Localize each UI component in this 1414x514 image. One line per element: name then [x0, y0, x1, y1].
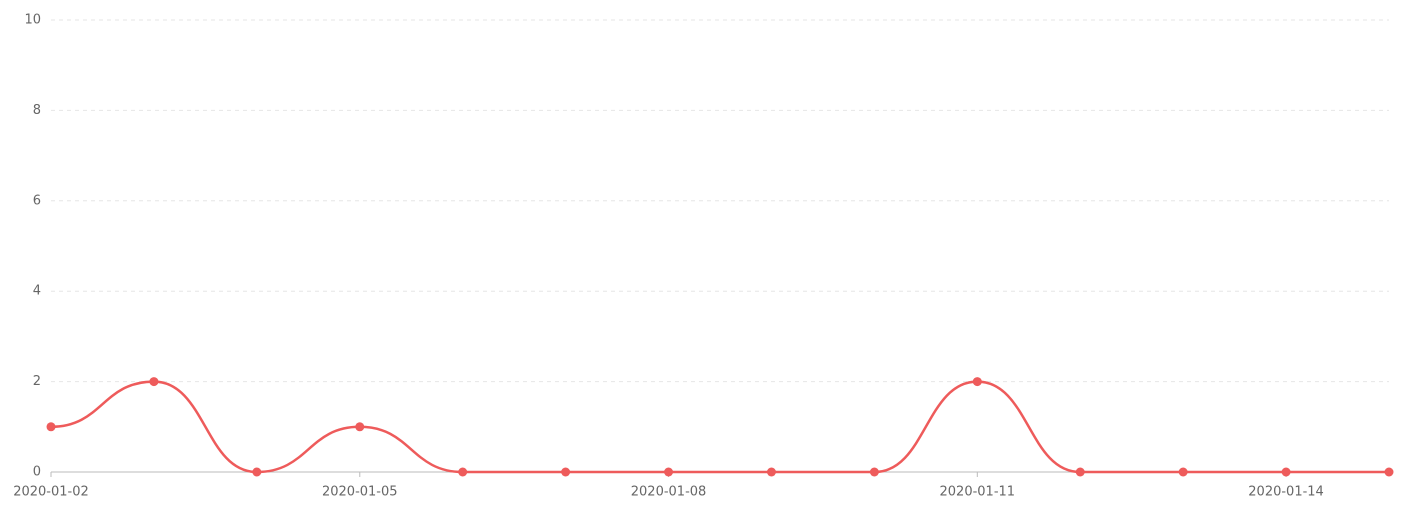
x-tick-label: 2020-01-05 — [322, 485, 398, 500]
point — [149, 377, 159, 387]
point — [46, 422, 56, 432]
point — [1178, 467, 1188, 477]
point — [1075, 467, 1085, 477]
y-tick-label: 4 — [33, 284, 41, 299]
point — [766, 467, 776, 477]
x-tick-label: 2020-01-02 — [13, 485, 89, 500]
y-tick-label: 0 — [33, 465, 41, 480]
point — [972, 377, 982, 387]
point — [561, 467, 571, 477]
y-tick-label: 8 — [33, 103, 41, 118]
point — [869, 467, 879, 477]
point — [458, 467, 468, 477]
y-tick-label: 10 — [24, 13, 41, 28]
x-tick-label: 2020-01-11 — [940, 485, 1016, 500]
point — [1281, 467, 1291, 477]
point — [252, 467, 262, 477]
line — [50, 380, 1389, 474]
point — [1384, 467, 1394, 477]
y-tick-label: 2 — [33, 374, 41, 389]
x-tick-label: 2020-01-08 — [631, 485, 707, 500]
point — [355, 422, 365, 432]
x-tick-label: 2020-01-14 — [1248, 485, 1324, 500]
point — [664, 467, 674, 477]
y-tick-label: 6 — [33, 193, 41, 208]
